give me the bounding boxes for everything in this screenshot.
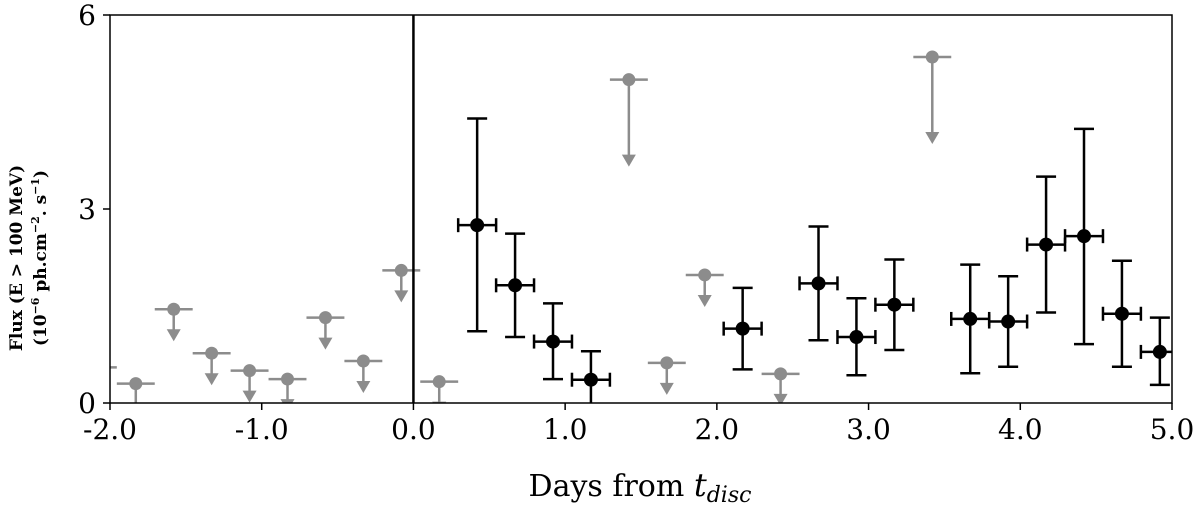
x-tick-label: 5.0 — [1150, 413, 1195, 446]
upper-limit-marker — [432, 375, 446, 389]
upper-limit-point — [192, 346, 231, 386]
upper-limit-arrowhead — [621, 154, 636, 167]
upper-limit-point — [761, 367, 800, 403]
upper-limit-marker — [925, 50, 939, 64]
x-axis: -2.0 -1.0 0.0 1.0 2.0 3.0 4.0 5.0 — [83, 403, 1194, 446]
detection-marker — [1114, 306, 1129, 321]
x-tick-label: 2.0 — [695, 413, 740, 446]
detection-marker — [887, 297, 902, 312]
x-tick-label: 0.0 — [391, 413, 436, 446]
upper-limit-point — [685, 268, 724, 307]
upper-limit-arrowhead — [280, 399, 295, 403]
upper-limit-point — [116, 377, 155, 403]
y-axis-title-line2: (10−6 ph.cm−2. s−1) — [29, 170, 51, 346]
upper-limit-marker — [774, 367, 788, 381]
detection-marker — [849, 330, 864, 345]
detection-point — [798, 225, 839, 342]
upper-limit-point — [382, 263, 421, 303]
upper-limit-marker — [91, 361, 104, 374]
detection-marker — [1152, 344, 1167, 359]
upper-limit-marker — [167, 302, 181, 316]
upper-limit-arrowhead — [318, 337, 333, 350]
detection-point — [950, 263, 991, 375]
upper-limit-marker — [281, 372, 295, 386]
detection-marker — [963, 311, 978, 326]
upper-limit-marker — [660, 356, 674, 370]
detection-marker — [546, 334, 561, 349]
detection-marker — [583, 372, 598, 387]
detection-point — [570, 350, 612, 403]
upper-limit-point — [344, 354, 383, 393]
x-tick-label: -2.0 — [83, 413, 137, 446]
detection-point — [1139, 316, 1172, 387]
plot-marks — [91, 15, 1172, 403]
detection-point — [836, 296, 877, 377]
upper-limit-marker — [129, 377, 143, 391]
detection-point — [1025, 175, 1067, 314]
x-axis-title: Days from tdisc — [529, 466, 752, 508]
x-tick-label: 4.0 — [998, 413, 1043, 446]
upper-limit-marker — [318, 311, 332, 325]
upper-limit-point — [420, 375, 459, 403]
upper-limit-point — [154, 302, 193, 342]
upper-limit-point — [306, 311, 345, 350]
upper-limit-point — [230, 364, 269, 403]
x-tick-label: -1.0 — [235, 413, 289, 446]
upper-limit-arrowhead — [697, 294, 712, 307]
detection-marker — [1077, 229, 1092, 244]
upper-limit-arrowhead — [773, 393, 788, 403]
upper-limit-marker — [243, 364, 257, 378]
detection-point — [456, 117, 498, 333]
detection-point — [532, 302, 574, 381]
y-tick-label: 3 — [78, 193, 96, 226]
upper-limit-marker — [698, 268, 712, 282]
detection-marker — [470, 218, 485, 233]
upper-limit-marker — [394, 263, 408, 277]
y-tick-label: 6 — [78, 0, 96, 32]
upper-limit-point — [647, 356, 686, 395]
detection-point — [987, 275, 1029, 369]
plot-frame — [109, 14, 1173, 404]
upper-limit-arrowhead — [242, 390, 257, 403]
detection-point — [494, 232, 536, 339]
upper-limit-point — [609, 73, 648, 167]
detection-marker — [1001, 314, 1016, 329]
detection-point — [1063, 127, 1105, 346]
upper-limit-arrowhead — [394, 290, 409, 303]
upper-limit-arrowhead — [204, 373, 219, 386]
y-tick-label: 0 — [78, 387, 96, 420]
detection-marker — [508, 278, 523, 293]
x-tick-label: 1.0 — [543, 413, 588, 446]
upper-limit-marker — [205, 346, 219, 360]
detection-marker — [811, 276, 826, 291]
upper-limit-point — [268, 372, 307, 403]
upper-limit-arrowhead — [659, 382, 674, 395]
detection-point — [1101, 259, 1143, 369]
upper-limit-arrowhead — [166, 329, 181, 342]
x-tick-label: 3.0 — [846, 413, 891, 446]
detection-marker — [1039, 237, 1054, 252]
upper-limit-marker — [356, 354, 370, 368]
upper-limit-marker — [622, 73, 636, 87]
y-axis: 0 3 6 — [78, 0, 110, 420]
detection-point — [874, 258, 915, 352]
upper-limit-arrowhead — [925, 132, 940, 145]
y-axis-title-line1: Flux (E > 100 MeV) — [7, 165, 27, 351]
detection-marker — [735, 321, 750, 336]
upper-limit-arrowhead — [356, 380, 371, 393]
detection-point — [722, 286, 763, 371]
upper-limit-point — [913, 50, 952, 145]
